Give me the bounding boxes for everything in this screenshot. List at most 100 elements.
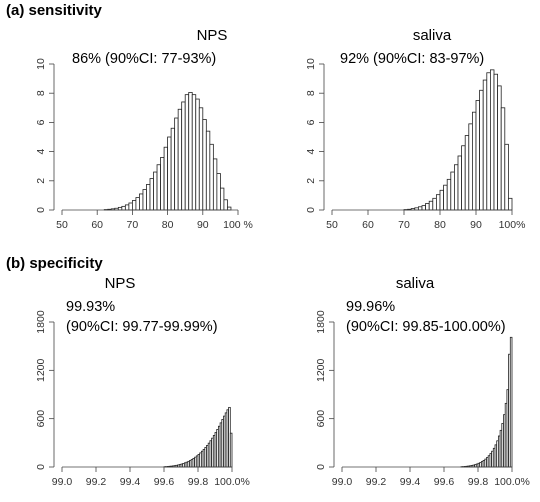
- y-tick-label: 8: [305, 90, 317, 96]
- x-tick-label: 60: [91, 219, 103, 231]
- histogram-bar: [507, 197, 513, 211]
- x-tick-label: 99.0: [52, 476, 73, 488]
- estimate-annotation-line-2: (90%CI: 99.85-100.00%): [346, 319, 506, 335]
- histogram-bar: [160, 157, 165, 211]
- histogram-bar: [486, 72, 491, 211]
- y-tick-label: 1800: [315, 310, 327, 334]
- histogram-bar: [509, 336, 513, 468]
- histogram-bar: [156, 164, 161, 211]
- x-tick-label: 99.8: [188, 476, 209, 488]
- plot-area: 99.0 99.2 99.4 99.6 99.8 100.0% 0 600 1200 1800: [35, 310, 250, 488]
- histogram-bar: [482, 79, 488, 211]
- histogram-bar: [223, 199, 228, 211]
- histogram-bar: [489, 69, 495, 211]
- histogram-bar: [461, 145, 466, 211]
- histogram-bar: [135, 197, 140, 211]
- histogram-bar: [479, 89, 484, 211]
- plot-area: 99.0 99.2 99.4 99.6 99.8 100.0% 0 600 1200 1800: [315, 310, 530, 488]
- x-tick-label: 50: [326, 219, 338, 231]
- histogram-bar: [195, 98, 200, 211]
- x-tick-label: 99.8: [468, 476, 489, 488]
- x-tick-label: 99.4: [400, 476, 421, 488]
- histogram-bar: [216, 173, 221, 211]
- y-tick-label: 600: [35, 410, 47, 428]
- estimate-annotation-line-1: 99.96%: [346, 299, 396, 315]
- y-tick-label: 2: [35, 178, 47, 184]
- y-tick-label: 0: [305, 207, 317, 213]
- histogram-bar: [170, 127, 176, 211]
- x-tick-label: 80: [434, 219, 446, 231]
- section-title-sensitivity: (a) sensitivity: [6, 2, 102, 19]
- x-tick-label: 99.6: [154, 476, 175, 488]
- y-tick-label: 6: [305, 119, 317, 125]
- x-tick-label: 99.2: [86, 476, 107, 488]
- section-title-specificity: (b) specificity: [6, 255, 103, 272]
- histogram-bar: [167, 136, 172, 211]
- histogram-bar: [500, 107, 506, 211]
- x-tick-label: 99.4: [120, 476, 141, 488]
- histogram-bar: [475, 100, 480, 211]
- histogram-bar: [497, 85, 502, 211]
- histogram-bar: [468, 123, 473, 211]
- y-tick-label: 1200: [315, 358, 327, 382]
- histogram-bar: [425, 203, 430, 211]
- histogram-bar: [450, 171, 455, 211]
- histogram-bar: [131, 200, 137, 211]
- panel-title: NPS: [196, 27, 228, 44]
- panel-title: saliva: [412, 27, 452, 44]
- histogram-bar: [457, 155, 462, 211]
- y-tick-label: 1800: [35, 310, 47, 334]
- histogram-bar: [446, 178, 452, 211]
- histogram-bar: [432, 197, 437, 211]
- y-tick-label: 4: [305, 149, 317, 155]
- x-tick-label: 100.0%: [494, 476, 530, 488]
- panel-title: saliva: [395, 275, 435, 292]
- histogram-bar: [149, 178, 154, 211]
- y-tick-label: 0: [35, 207, 47, 213]
- histogram-bar: [184, 94, 190, 211]
- panel-title: NPS: [104, 275, 136, 292]
- y-tick-label: 6: [35, 119, 47, 125]
- histogram-bar: [198, 107, 204, 211]
- histogram-bar: [443, 184, 448, 211]
- histogram-bar: [229, 432, 233, 468]
- histogram-bar: [205, 130, 211, 211]
- x-tick-label: 70: [127, 219, 139, 231]
- histogram-bar: [219, 187, 225, 211]
- y-tick-label: 600: [315, 410, 327, 428]
- histogram-bar: [191, 94, 197, 211]
- x-tick-label: 99.0: [332, 476, 353, 488]
- histogram-bar: [209, 143, 214, 211]
- histogram-bar: [212, 158, 218, 211]
- x-tick-label: 90: [197, 219, 209, 231]
- x-tick-label: 70: [398, 219, 410, 231]
- histogram-bar: [464, 135, 470, 211]
- x-tick-label: 100.0%: [214, 476, 250, 488]
- estimate-annotation: 92% (90%CI: 83-97%): [340, 51, 485, 67]
- histogram-bar: [421, 205, 426, 211]
- x-tick-label: 100 %: [223, 219, 253, 231]
- y-tick-label: 4: [35, 149, 47, 155]
- histogram-bar: [163, 146, 169, 211]
- histogram-bar: [493, 73, 498, 211]
- histogram-bar: [202, 119, 207, 211]
- estimate-annotation: 86% (90%CI: 77-93%): [72, 51, 217, 67]
- y-tick-label: 0: [315, 464, 327, 470]
- histogram-bar: [146, 184, 151, 211]
- histogram-bar: [153, 171, 158, 211]
- plot-area: 50 60 70 80 90 100% 0 2 4 6 8 10: [305, 58, 525, 231]
- histogram-bar: [139, 193, 144, 211]
- histogram-bar: [504, 143, 509, 211]
- histogram-bar: [124, 204, 130, 211]
- x-tick-label: 80: [162, 219, 174, 231]
- histogram-bar: [428, 200, 434, 211]
- y-tick-label: 10: [305, 58, 317, 70]
- plot-area: 50 60 70 80 90 100 % 0 2 4 6 8 10: [35, 58, 253, 231]
- y-tick-label: 10: [35, 58, 47, 70]
- histogram-bar: [417, 206, 423, 211]
- x-tick-label: 99.6: [434, 476, 455, 488]
- histogram-bar: [439, 189, 444, 211]
- x-tick-label: 50: [56, 219, 68, 231]
- y-tick-label: 0: [35, 464, 47, 470]
